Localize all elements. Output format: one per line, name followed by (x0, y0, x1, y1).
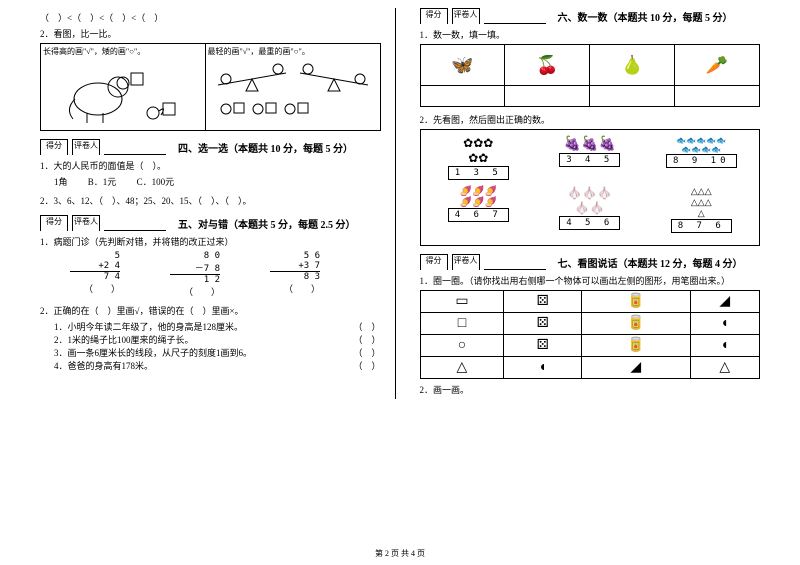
count-choices[interactable]: 4 5 6 (559, 216, 620, 230)
score-cell-label: 得分 (40, 139, 68, 155)
half-icon[interactable]: ◖ (504, 357, 582, 379)
fruit-icon: 🍐 (590, 45, 675, 85)
half-icon[interactable]: ◖ (690, 313, 759, 335)
tf-item-2: 2．1米的绳子比100厘来的绳子长。（ ） (54, 333, 381, 346)
q2-label: 2．看图，比一比。 (40, 27, 381, 40)
section-6-title: 六、数一数（本题共 10 分，每题 5 分） (558, 9, 733, 24)
opt-c[interactable]: C．100元 (137, 177, 175, 187)
s5-q2: 2．正确的在（ ）里画√，错误的在（ ）里画×。 (40, 304, 381, 317)
count-choices[interactable]: 8 9 10 (666, 154, 737, 168)
shape-left-triangle: △ (420, 357, 504, 379)
count-item: ✿✿✿✿✿ 1 3 5 (427, 136, 531, 180)
half-icon[interactable]: ◖ (690, 335, 759, 357)
page-footer: 第 2 页 共 4 页 (0, 548, 800, 559)
section-5-title: 五、对与错（本题共 5 分，每题 2.5 分） (178, 216, 356, 231)
count-item: 🐟🐟🐟🐟🐟🐟🐟🐟🐟 8 9 10 (650, 136, 754, 180)
count-item: 🧄🧄🧄🧄🧄 4 5 6 (538, 186, 642, 233)
compare-panel: 长得高的画"√"，矮的画"○"。 最轻的画"√"，最重的画"○"。 (40, 43, 381, 131)
count-choices[interactable]: 1 3 5 (448, 166, 509, 180)
score-header-7: 得分 评卷人 七、看图说话（本题共 12 分，每题 4 分） (420, 254, 761, 270)
cone-icon[interactable]: △ (690, 357, 759, 379)
s5-q1: 1．病题门诊（先判断对错，并将错的改正过来） (40, 235, 381, 248)
shape-match-table: ▭ ⚄ 🥫 ◢ □ ⚄ 🥫 ◖ ○ ⚄ 🥫 ◖ △ ◖ ◢ △ (420, 290, 761, 379)
score-header-4: 得分 评卷人 四、选一选（本题共 10 分，每题 5 分） (40, 139, 381, 155)
section-7-title: 七、看图说话（本题共 12 分，每题 4 分） (558, 255, 743, 270)
prism-icon[interactable]: ◢ (581, 357, 690, 379)
panel-left-header: 长得高的画"√"，矮的画"○"。 (43, 46, 203, 57)
panel-right-header: 最轻的画"√"，最重的画"○"。 (208, 46, 378, 57)
dice-icon[interactable]: ⚄ (504, 335, 582, 357)
dice-icon[interactable]: ⚄ (504, 313, 582, 335)
section-4-title: 四、选一选（本题共 10 分，每题 5 分） (178, 140, 353, 155)
count-panel: ✿✿✿✿✿ 1 3 5 🍇🍇🍇 3 4 5 🐟🐟🐟🐟🐟🐟🐟🐟🐟 8 9 10 🍠… (420, 129, 761, 246)
opt-b[interactable]: B．1元 (88, 177, 117, 187)
fruit-icon: 🦋 (421, 45, 506, 85)
grader-cell-label: 评卷人 (72, 215, 100, 231)
shape-left-square: □ (420, 313, 504, 335)
grader-cell-label: 评卷人 (72, 139, 100, 155)
dice-icon[interactable]: ⚄ (504, 291, 582, 313)
count-choices[interactable]: 4 6 7 (448, 208, 509, 222)
fruit-icon: 🍒 (505, 45, 590, 85)
prism-icon[interactable]: ◢ (690, 291, 759, 313)
fruit-icon: 🥕 (675, 45, 759, 85)
s4-q1-options: 1角 B．1元 C．100元 (40, 175, 381, 188)
score-header-5: 得分 评卷人 五、对与错（本题共 5 分，每题 2.5 分） (40, 215, 381, 231)
score-cell-label: 得分 (420, 254, 448, 270)
cylinder-icon[interactable]: 🥫 (581, 335, 690, 357)
s6-q2: 2．先看图，然后圈出正确的数。 (420, 113, 761, 126)
score-cell-label: 得分 (420, 8, 448, 24)
tf-item-4: 4．爸爸的身高有178米。（ ） (54, 359, 381, 372)
count-item: 🍇🍇🍇 3 4 5 (538, 136, 642, 180)
opt-a[interactable]: 1角 (54, 177, 68, 187)
s4-q2: 2．3、6、12、（ ）、48；25、20、15、（ ）、（ ）。 (40, 194, 381, 207)
score-header-6: 得分 评卷人 六、数一数（本题共 10 分，每题 5 分） (420, 8, 761, 24)
arith-col-2: 8 0 －7 8 1 2 （ ） (170, 251, 220, 298)
arith-col-3: 5 6 +3 7 8 3 （ ） (270, 251, 320, 298)
s6-q1: 1．数一数，填一填。 (420, 28, 761, 41)
seesaw-drawing (208, 57, 378, 125)
elephant-squirrel-drawing (43, 57, 193, 125)
s4-q1: 1．大的人民币的面值是（ ）。 (40, 159, 381, 172)
cylinder-icon[interactable]: 🥫 (581, 291, 690, 313)
cylinder-icon[interactable]: 🥫 (581, 313, 690, 335)
fruit-answer-row[interactable] (420, 86, 761, 107)
tf-item-3: 3．画一条6厘米长的线段，从尺子的刻度1画到6。（ ） (54, 346, 381, 359)
count-choices[interactable]: 8 7 6 (671, 219, 732, 233)
shape-left-circle: ○ (420, 335, 504, 357)
s7-q1: 1．圈一圈。（请你找出用右侧哪一个物体可以画出左侧的图形，用笔圈出来。） (420, 274, 761, 287)
score-cell-label: 得分 (40, 215, 68, 231)
count-choices[interactable]: 3 4 5 (559, 153, 620, 167)
arithmetic-row: 5 +2 4 7 4 （ ） 8 0 －7 8 1 2 （ ） 5 6 +3 7… (40, 251, 381, 298)
count-item: △△△△△△△ 8 7 6 (650, 186, 754, 233)
fruit-grid: 🦋 🍒 🍐 🥕 (420, 44, 761, 86)
grader-cell-label: 评卷人 (452, 254, 480, 270)
arith-col-1: 5 +2 4 7 4 （ ） (70, 251, 120, 298)
tf-item-1: 1．小明今年读二年级了，他的身高是128厘米。（ ） (54, 320, 381, 333)
inequality-line: （ ）<（ ）<（ ）<（ ） (40, 11, 381, 24)
shape-left-rect: ▭ (420, 291, 504, 313)
s7-q2: 2．画一画。 (420, 383, 761, 396)
count-item: 🍠🍠🍠🍠🍠🍠 4 6 7 (427, 186, 531, 233)
grader-cell-label: 评卷人 (452, 8, 480, 24)
